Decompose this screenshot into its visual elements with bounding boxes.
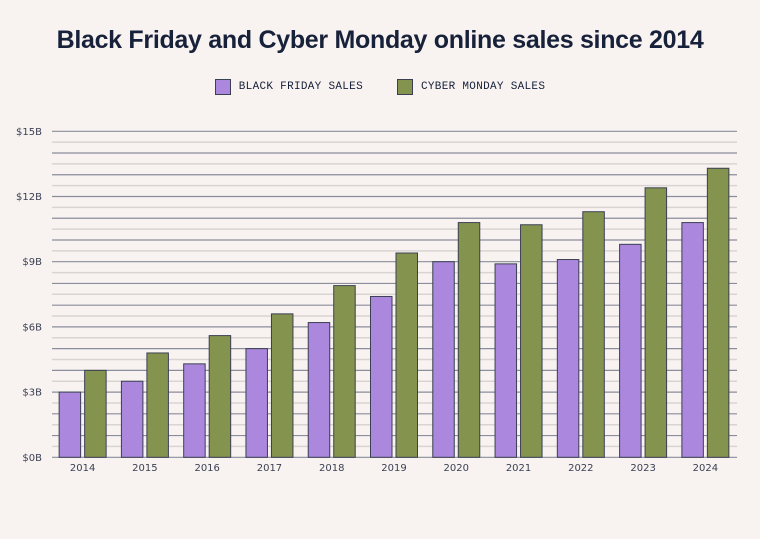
x-tick-label: 2015 [132, 463, 157, 474]
bar-cyber-monday-2022 [582, 211, 605, 458]
bar-cyber-monday-2014 [84, 369, 107, 458]
legend: BLACK FRIDAY SALES CYBER MONDAY SALES [0, 79, 760, 95]
bar-cyber-monday-2024 [706, 167, 730, 458]
bar-black-friday-2015 [120, 380, 144, 458]
bar-black-friday-2018 [307, 322, 331, 458]
bar-black-friday-2023 [619, 243, 642, 458]
bar-black-friday-2019 [370, 295, 393, 458]
x-tick-label: 2018 [319, 463, 344, 474]
y-tick-label: $9B [22, 257, 42, 268]
x-tick-label: 2016 [194, 463, 219, 474]
legend-label-black-friday: BLACK FRIDAY SALES [238, 81, 363, 93]
chart-title: Black Friday and Cyber Monday online sal… [56, 26, 704, 54]
bar-cyber-monday-2020 [457, 222, 481, 458]
x-tick-label: 2017 [257, 463, 282, 474]
y-tick-label: $15B [16, 127, 42, 138]
bar-black-friday-2021 [494, 263, 518, 458]
x-tick-label: 2022 [568, 463, 593, 474]
y-tick-label: $12B [16, 192, 42, 203]
legend-swatch-black-friday [214, 79, 231, 95]
legend-label-cyber-monday: CYBER MONDAY SALES [421, 81, 546, 93]
y-tick-label: $3B [22, 388, 42, 399]
x-tick-label: 2023 [630, 463, 655, 474]
x-tick-label: 2024 [693, 463, 718, 474]
bar-black-friday-2017 [245, 348, 268, 458]
bar-black-friday-2016 [183, 363, 206, 458]
y-tick-label: $0B [22, 453, 42, 464]
bar-cyber-monday-2015 [146, 352, 169, 458]
bar-black-friday-2014 [58, 391, 82, 458]
bar-black-friday-2020 [432, 261, 455, 458]
legend-item-cyber-monday: CYBER MONDAY SALES [397, 79, 545, 95]
legend-swatch-cyber-monday [397, 79, 413, 95]
x-tick-label: 2021 [506, 463, 531, 474]
x-tick-label: 2014 [70, 463, 95, 474]
bar-black-friday-2022 [556, 259, 580, 458]
bar-cyber-monday-2023 [644, 187, 668, 458]
bar-black-friday-2024 [681, 222, 704, 458]
x-tick-label: 2020 [444, 463, 469, 474]
bar-cyber-monday-2021 [520, 224, 543, 458]
bar-cyber-monday-2019 [395, 252, 418, 458]
x-tick-label: 2019 [381, 463, 406, 474]
bar-cyber-monday-2016 [208, 335, 232, 458]
bar-cyber-monday-2017 [270, 313, 294, 458]
y-tick-label: $6B [22, 322, 42, 333]
legend-item-black-friday: BLACK FRIDAY SALES [214, 79, 363, 95]
bar-cyber-monday-2018 [333, 285, 356, 458]
